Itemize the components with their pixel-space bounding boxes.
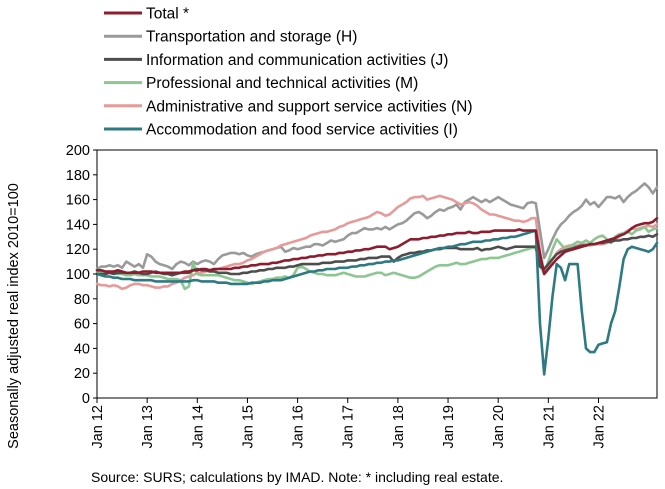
x-tick-label: Jan 20 — [491, 405, 507, 449]
legend-label: Total * — [146, 6, 189, 23]
y-tick-label: 80 — [74, 292, 90, 308]
y-tick-label: 40 — [74, 341, 90, 357]
legend-label: Professional and technical activities (M… — [146, 75, 418, 92]
x-axis: Jan 12 Jan 13 Jan 14 Jan 15 Jan 16 Jan 17 Jan … — [90, 398, 607, 449]
x-tick-label: Jan 22 — [591, 405, 607, 449]
series-line-0 — [95, 182, 659, 271]
x-tick-label: Jan 15 — [240, 405, 256, 449]
y-axis-title: Seasonally adjusted real index 2010=100 — [6, 183, 22, 449]
legend: Total * Transportation and storage (H) Inf… — [104, 6, 472, 139]
source-note: Source: SURS; calculations by IMAD. Note… — [91, 469, 503, 485]
y-tick-label: 100 — [66, 267, 90, 283]
x-tick-label: Jan 13 — [140, 405, 156, 449]
y-tick-label: 140 — [66, 217, 90, 233]
x-tick-label: Jan 14 — [190, 405, 206, 449]
y-tick-label: 180 — [66, 168, 90, 184]
y-tick-label: 120 — [66, 242, 90, 258]
y-axis: 0 20 40 60 80 100 120 140 160 180 200 — [66, 143, 97, 407]
y-tick-label: 0 — [82, 391, 90, 407]
x-tick-label: Jan 19 — [441, 405, 457, 449]
y-tick-label: 200 — [66, 143, 90, 159]
series-line-2 — [95, 225, 659, 291]
y-tick-label: 20 — [74, 366, 90, 382]
plot-area — [95, 149, 659, 399]
x-tick-label: Jan 16 — [291, 405, 307, 449]
legend-label: Transportation and storage (H) — [146, 29, 357, 46]
series-line-5 — [95, 216, 659, 276]
legend-label: Accommodation and food service activitie… — [146, 122, 458, 139]
x-tick-label: Jan 12 — [90, 405, 106, 449]
y-tick-label: 60 — [74, 317, 90, 333]
x-tick-label: Jan 21 — [541, 405, 557, 449]
series-line-1 — [95, 194, 659, 291]
series-line-4 — [95, 229, 659, 376]
x-tick-label: Jan 18 — [391, 405, 407, 449]
legend-label: Administrative and support service activ… — [146, 98, 472, 115]
series-line-3 — [95, 233, 659, 277]
y-tick-label: 160 — [66, 193, 90, 209]
x-tick-label: Jan 17 — [341, 405, 357, 449]
legend-label: Information and communication activities… — [146, 52, 448, 69]
